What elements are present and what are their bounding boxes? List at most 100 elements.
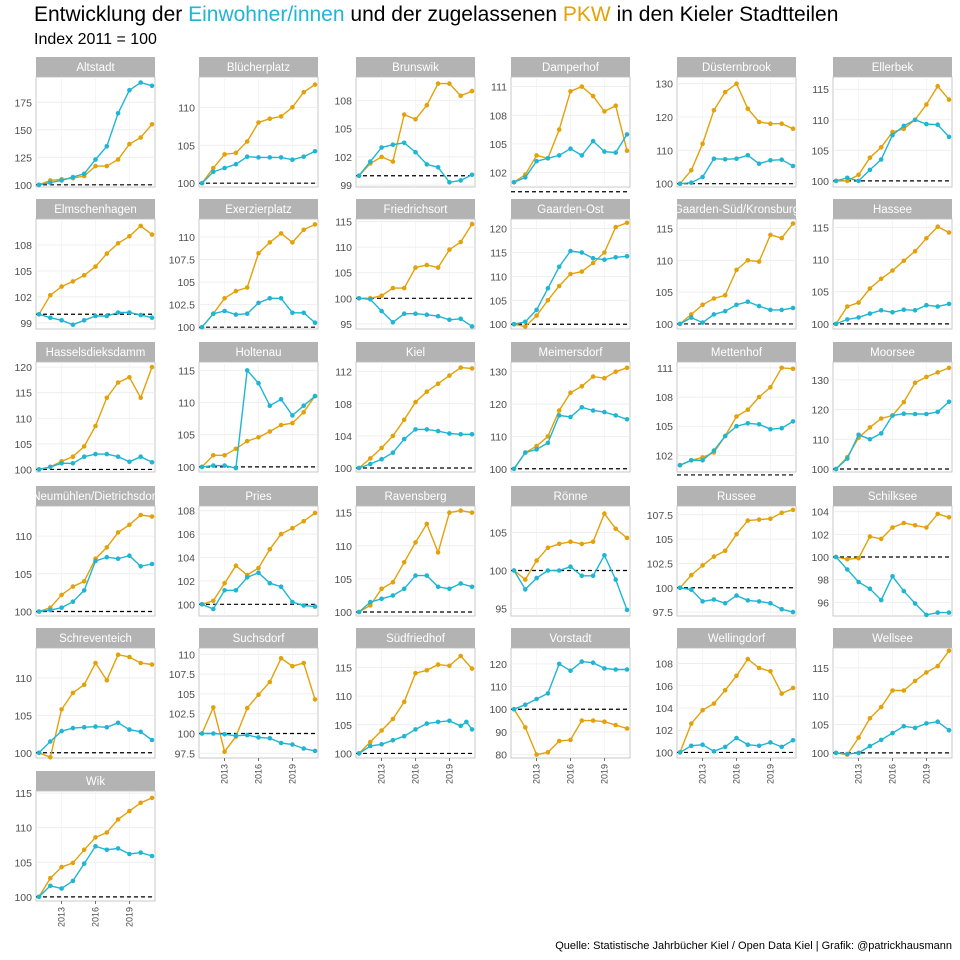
pkw-point <box>624 220 630 226</box>
einwohner-point <box>36 467 42 472</box>
einwohner-point <box>401 311 407 317</box>
pkw-point <box>48 292 53 298</box>
pkw-point <box>267 240 273 245</box>
panel: Düsternbrook 100 110 120 130 <box>655 57 797 191</box>
pkw-point <box>856 300 861 305</box>
y-tick-label: 100 <box>14 464 32 476</box>
y-tick-label: 100 <box>334 293 352 305</box>
panel: Wellingdorf 100 102 104 106 108 2013 2016 2019 <box>655 628 797 784</box>
einwohner-point <box>390 737 396 743</box>
pkw-point <box>534 443 539 449</box>
y-tick-label: 110 <box>812 115 829 127</box>
y-tick-label: 102 <box>655 725 673 737</box>
pkw-point <box>48 875 53 881</box>
pkw-point <box>81 579 87 584</box>
panel-title: Neumühlen/Dietrichsdorf <box>32 491 159 503</box>
einwohner-point <box>534 575 539 581</box>
pkw-point <box>70 690 76 696</box>
pkw-point <box>556 408 562 413</box>
panel: Exerzierplatz 100 102.5 105 107.5 110 <box>169 199 319 334</box>
panel-strip <box>511 199 630 219</box>
einwohner-point <box>81 861 87 866</box>
pkw-point <box>390 716 396 722</box>
einwohner-point <box>127 727 132 732</box>
einwohner-point <box>48 315 53 321</box>
y-tick-label: 95 <box>340 319 352 331</box>
panel: Hasselsdieksdamm 100 105 110 115 120 <box>14 342 156 476</box>
pkw-point <box>267 547 273 552</box>
einwohner-point <box>199 180 205 186</box>
einwohner-point <box>613 150 618 155</box>
einwohner-point <box>856 315 861 320</box>
einwohner-point <box>590 660 596 665</box>
y-tick-label: 130 <box>811 375 829 387</box>
pkw-point <box>901 399 907 405</box>
pkw-point <box>458 239 464 245</box>
pkw-point <box>790 507 796 513</box>
panel-strip <box>199 57 318 77</box>
panel-strip <box>356 486 475 506</box>
pkw-point <box>149 514 155 519</box>
pkw-point <box>93 264 98 269</box>
einwohner-point <box>199 324 205 330</box>
pkw-point <box>568 271 573 277</box>
einwohner-point <box>711 749 717 754</box>
y-tick-label: 102 <box>811 529 829 541</box>
einwohner-point <box>413 573 418 578</box>
y-tick-label: 105 <box>811 720 829 732</box>
einwohner-point <box>36 609 42 614</box>
panel: Wik 100 105 110 115 2013 2016 2019 <box>14 771 156 927</box>
pkw-point <box>48 755 53 760</box>
einwohner-point <box>867 586 873 592</box>
y-tick-label: 115 <box>812 84 829 96</box>
einwohner-point <box>545 156 551 161</box>
panel-strip <box>833 628 952 648</box>
einwohner-point <box>48 464 53 470</box>
einwohner-point <box>469 324 475 329</box>
einwohner-point <box>890 730 895 736</box>
y-tick-label: 100 <box>655 747 673 759</box>
einwohner-point <box>534 158 539 164</box>
y-tick-label: 102 <box>14 292 32 304</box>
pkw-point <box>935 663 940 669</box>
einwohner-point <box>590 408 596 413</box>
y-tick-label: 105 <box>14 439 32 451</box>
pkw-point <box>458 653 464 659</box>
y-tick-label: 110 <box>812 434 829 446</box>
einwohner-point <box>756 161 762 166</box>
einwohner-point <box>734 302 739 308</box>
pkw-point <box>256 565 261 571</box>
einwohner-point <box>368 159 373 164</box>
pkw-point <box>290 240 295 245</box>
panel-strip <box>199 342 318 362</box>
pkw-point <box>613 224 618 230</box>
pkw-point <box>590 374 596 379</box>
einwohner-point <box>722 157 728 162</box>
einwohner-point <box>222 463 227 468</box>
einwohner-point <box>81 725 87 730</box>
y-tick-label: 115 <box>335 662 352 674</box>
pkw-point <box>413 265 418 270</box>
pkw-point <box>278 114 284 119</box>
pkw-point <box>401 112 407 117</box>
einwohner-point <box>833 750 839 756</box>
pkw-point <box>390 579 396 585</box>
einwohner-point <box>511 568 517 573</box>
einwohner-point <box>568 414 573 420</box>
pkw-point <box>127 141 132 147</box>
einwohner-point <box>734 156 739 161</box>
pkw-point <box>689 721 694 726</box>
pkw-point <box>545 750 551 755</box>
pkw-point <box>104 251 110 256</box>
einwohner-point <box>290 742 295 747</box>
einwohner-point <box>556 153 562 158</box>
einwohner-point <box>413 727 418 732</box>
einwohner-point <box>568 668 573 673</box>
einwohner-point <box>301 154 307 159</box>
einwohner-point <box>115 556 121 561</box>
einwohner-point <box>138 80 143 85</box>
y-tick-label: 115 <box>178 365 195 377</box>
panel: Damperhof 102 105 108 111 <box>489 57 631 193</box>
y-tick-label: 100 <box>177 322 195 334</box>
einwohner-point <box>867 437 873 442</box>
